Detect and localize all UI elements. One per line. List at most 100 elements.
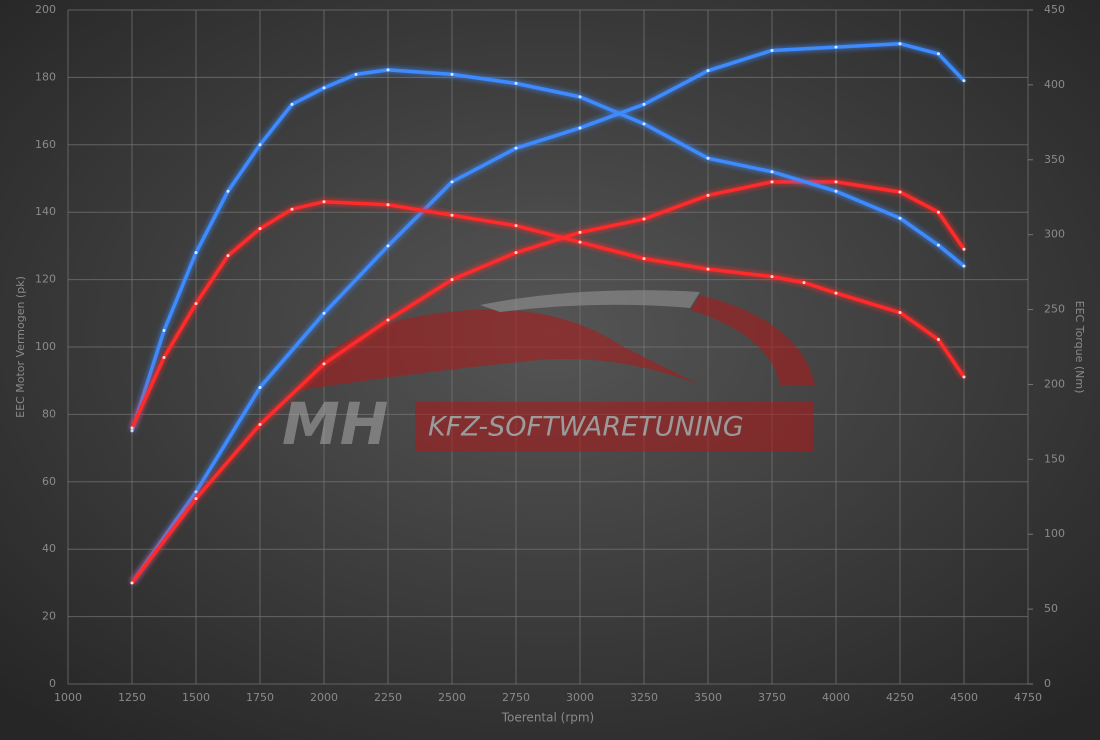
data-point	[322, 86, 326, 90]
watermark-arc-red	[690, 295, 815, 385]
data-point	[514, 251, 518, 255]
data-point	[290, 207, 294, 211]
y2-tick-label: 200	[1044, 377, 1065, 390]
data-point	[936, 338, 940, 342]
x-tick-label: 4750	[1014, 691, 1042, 704]
watermark-car	[300, 309, 700, 390]
x-tick-label: 1750	[246, 691, 274, 704]
data-point	[386, 68, 390, 72]
y2-tick-label: 0	[1044, 677, 1051, 690]
data-point	[130, 581, 134, 585]
data-point	[258, 227, 262, 231]
data-point	[194, 251, 198, 255]
y-tick-label: 20	[42, 610, 56, 623]
data-point	[642, 257, 646, 261]
data-point	[936, 243, 940, 247]
watermark-text: KFZ-SOFTWARETUNING	[428, 412, 744, 443]
data-point	[450, 278, 454, 282]
y-tick-label: 180	[35, 70, 56, 83]
data-point	[514, 146, 518, 150]
data-point	[962, 264, 966, 268]
data-point	[706, 267, 710, 271]
y2-tick-label: 350	[1044, 153, 1065, 166]
data-point	[258, 385, 262, 389]
data-point	[194, 490, 198, 494]
data-point	[936, 210, 940, 214]
data-point	[386, 203, 390, 207]
y-tick-label: 80	[42, 407, 56, 420]
data-point	[322, 362, 326, 366]
data-point	[226, 189, 230, 193]
data-point	[770, 170, 774, 174]
x-tick-label: 1250	[118, 691, 146, 704]
data-point	[194, 302, 198, 306]
watermark-arc	[480, 290, 700, 312]
x-tick-label: 4250	[886, 691, 914, 704]
x-tick-label: 2750	[502, 691, 530, 704]
y2-tick-label: 450	[1044, 3, 1065, 16]
data-point	[162, 329, 166, 333]
y-tick-label: 0	[49, 677, 56, 690]
data-point	[578, 126, 582, 130]
data-point	[194, 497, 198, 501]
y-tick-label: 140	[35, 205, 56, 218]
x-tick-label: 3250	[630, 691, 658, 704]
data-point	[386, 318, 390, 322]
data-point	[770, 48, 774, 52]
data-point	[898, 190, 902, 194]
y2-tick-label: 100	[1044, 527, 1065, 540]
data-point	[898, 216, 902, 220]
data-point	[898, 42, 902, 46]
data-point	[936, 52, 940, 56]
data-point	[770, 180, 774, 184]
data-point	[834, 189, 838, 193]
y-tick-label: 60	[42, 475, 56, 488]
y-tick-label: 160	[35, 138, 56, 151]
data-point	[898, 311, 902, 315]
x-tick-label: 3500	[694, 691, 722, 704]
data-point	[642, 217, 646, 221]
data-point	[578, 240, 582, 244]
data-point	[706, 69, 710, 73]
data-point	[450, 72, 454, 76]
x-tick-label: 2250	[374, 691, 402, 704]
x-tick-label: 1500	[182, 691, 210, 704]
data-point	[802, 281, 806, 285]
y2-tick-label: 50	[1044, 602, 1058, 615]
data-point	[226, 254, 230, 258]
y2-tick-label: 150	[1044, 452, 1065, 465]
data-point	[322, 200, 326, 204]
data-point	[290, 102, 294, 106]
data-point	[322, 311, 326, 315]
x-axis-label: Toerental (rpm)	[501, 711, 594, 725]
y-tick-label: 100	[35, 340, 56, 353]
data-point	[130, 426, 134, 430]
y-tick-label: 200	[35, 3, 56, 16]
data-point	[450, 213, 454, 217]
data-point	[450, 180, 454, 184]
data-point	[258, 143, 262, 147]
watermark: MH KFZ-SOFTWARETUNING	[282, 290, 815, 458]
x-tick-label: 1000	[54, 691, 82, 704]
data-point	[354, 72, 358, 76]
data-point	[770, 275, 774, 279]
x-tick-label: 4000	[822, 691, 850, 704]
data-point	[642, 102, 646, 106]
data-point	[834, 45, 838, 49]
data-point	[514, 81, 518, 85]
data-point	[386, 244, 390, 248]
data-point	[962, 247, 966, 251]
x-tick-label: 3000	[566, 691, 594, 704]
data-point	[706, 156, 710, 160]
x-tick-label: 2000	[310, 691, 338, 704]
data-point	[514, 224, 518, 228]
data-point	[130, 429, 134, 433]
y2-tick-label: 300	[1044, 228, 1065, 241]
data-point	[962, 375, 966, 379]
x-tick-label: 2500	[438, 691, 466, 704]
y-tick-label: 120	[35, 273, 56, 286]
y-axis-label: EEC Motor Vermogen (pk)	[14, 276, 27, 418]
watermark-band	[415, 402, 813, 452]
